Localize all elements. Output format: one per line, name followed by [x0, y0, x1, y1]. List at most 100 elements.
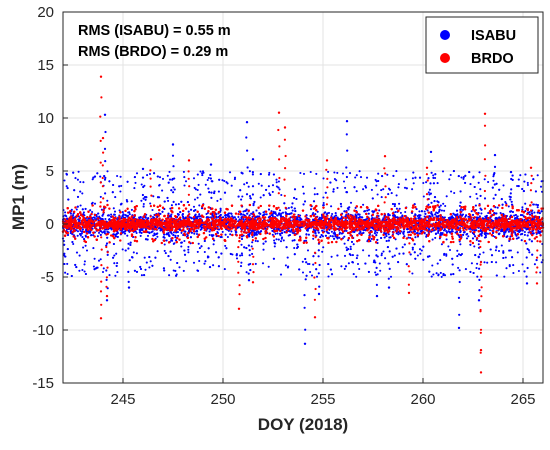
- data-point-isabu: [535, 190, 537, 192]
- data-point-isabu: [255, 209, 257, 211]
- data-point-isabu: [421, 249, 423, 251]
- data-point-isabu: [321, 251, 323, 253]
- data-point-isabu: [268, 266, 270, 268]
- data-point-isabu: [178, 266, 180, 268]
- data-point-isabu: [265, 240, 267, 242]
- data-point-isabu: [432, 177, 434, 179]
- data-point-isabu: [131, 209, 133, 211]
- data-point-isabu: [518, 270, 520, 272]
- data-point-isabu: [469, 183, 471, 185]
- data-point-isabu: [434, 173, 436, 175]
- data-point-isabu: [197, 189, 199, 191]
- data-point-isabu: [76, 252, 78, 254]
- data-point-isabu: [273, 239, 275, 241]
- data-point-isabu: [409, 237, 411, 239]
- data-point-isabu: [524, 231, 526, 233]
- data-point-isabu: [85, 273, 87, 275]
- data-point-isabu: [234, 177, 236, 179]
- data-point-isabu: [281, 236, 283, 238]
- data-point-isabu: [116, 233, 118, 235]
- data-point-isabu: [502, 204, 504, 206]
- data-point-isabu: [151, 265, 153, 267]
- data-point-isabu: [122, 213, 124, 215]
- data-point-isabu: [464, 175, 466, 177]
- data-point-isabu: [183, 250, 185, 252]
- data-point-isabu: [396, 232, 398, 234]
- data-point-isabu: [422, 246, 424, 248]
- data-point-isabu: [434, 196, 436, 198]
- data-point-isabu: [322, 246, 324, 248]
- data-point-isabu: [204, 260, 206, 262]
- data-point-isabu: [230, 253, 232, 255]
- data-point-isabu: [208, 247, 210, 249]
- data-point-isabu: [344, 255, 346, 257]
- data-point-isabu: [77, 179, 79, 181]
- data-point-isabu: [281, 232, 283, 234]
- data-point-isabu: [447, 245, 449, 247]
- data-point-isabu: [445, 230, 447, 232]
- data-point-isabu: [427, 256, 429, 258]
- data-point-isabu: [457, 267, 459, 269]
- data-point-isabu: [240, 244, 242, 246]
- data-point-isabu: [85, 245, 87, 247]
- data-point-isabu: [127, 215, 129, 217]
- data-point-isabu: [148, 266, 150, 268]
- data-point-isabu: [350, 248, 352, 250]
- data-point-isabu: [243, 218, 245, 220]
- data-point-isabu: [452, 230, 454, 232]
- data-point-isabu: [537, 206, 539, 208]
- data-point-isabu: [83, 263, 85, 265]
- data-point-isabu: [143, 274, 145, 276]
- data-point-isabu: [294, 188, 296, 190]
- data-point-isabu: [100, 196, 102, 198]
- data-point-isabu: [445, 255, 447, 257]
- data-point-isabu: [71, 241, 73, 243]
- data-point-isabu: [236, 254, 238, 256]
- data-point-isabu: [459, 209, 461, 211]
- data-point-isabu: [134, 270, 136, 272]
- data-point-isabu: [342, 172, 344, 174]
- data-point-isabu: [333, 171, 335, 173]
- data-point-isabu: [439, 259, 441, 261]
- data-point-isabu: [360, 176, 362, 178]
- data-point-isabu: [327, 232, 329, 234]
- data-point-isabu: [417, 254, 419, 256]
- data-point-isabu: [79, 181, 81, 183]
- data-point-isabu: [304, 200, 306, 202]
- data-point-isabu: [140, 268, 142, 270]
- data-point-isabu: [440, 232, 442, 234]
- data-point-isabu: [381, 254, 383, 256]
- data-point-isabu: [310, 208, 312, 210]
- data-point-isabu: [221, 236, 223, 238]
- data-point-isabu: [177, 235, 179, 237]
- data-point-isabu: [404, 187, 406, 189]
- data-point-isabu: [195, 214, 197, 216]
- data-point-isabu: [357, 263, 359, 265]
- data-point-isabu: [122, 211, 124, 213]
- data-point-isabu: [211, 180, 213, 182]
- data-point-isabu: [102, 218, 104, 220]
- data-point-isabu: [524, 173, 526, 175]
- data-point-isabu: [268, 185, 270, 187]
- data-point-isabu: [376, 232, 378, 234]
- data-point-isabu: [386, 174, 388, 176]
- data-point-isabu: [391, 192, 393, 194]
- data-point-isabu: [356, 257, 358, 259]
- data-point-isabu: [480, 212, 482, 214]
- data-point-isabu: [293, 197, 295, 199]
- data-point-isabu: [255, 263, 257, 265]
- data-point-isabu: [297, 246, 299, 248]
- data-point-isabu: [432, 174, 434, 176]
- data-point-isabu: [190, 236, 192, 238]
- data-point-isabu: [347, 208, 349, 210]
- data-point-isabu: [243, 183, 245, 185]
- data-point-isabu: [471, 210, 473, 212]
- data-point-isabu: [201, 174, 203, 176]
- data-point-isabu: [128, 211, 130, 213]
- data-point-isabu: [104, 218, 106, 220]
- data-point-isabu: [460, 213, 462, 215]
- data-point-isabu: [241, 195, 243, 197]
- data-point-isabu: [432, 239, 434, 241]
- data-point-isabu: [246, 213, 248, 215]
